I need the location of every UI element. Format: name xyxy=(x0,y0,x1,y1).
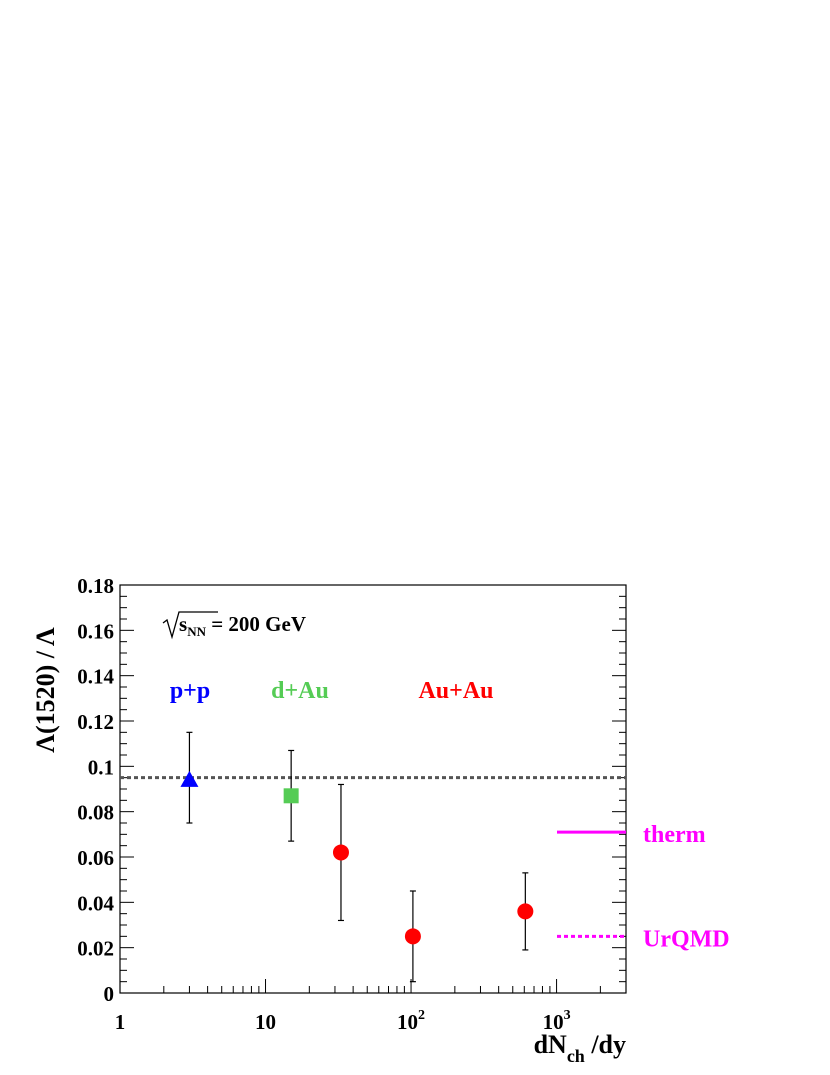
series-label: Au+Au xyxy=(418,678,493,704)
y-tick-label: 0.16 xyxy=(77,619,114,643)
series-label: p+p xyxy=(170,678,210,704)
data-point-Au+Au xyxy=(517,903,534,920)
series-label: d+Au xyxy=(271,678,329,704)
y-tick-label: 0.04 xyxy=(77,891,114,915)
plot-axes xyxy=(119,584,627,994)
model-label-therm: therm xyxy=(643,822,706,848)
x-tick-label: 10 xyxy=(255,1010,276,1034)
data-point-p+p xyxy=(180,770,199,787)
y-tick-label: 0.12 xyxy=(77,710,114,734)
y-axis-label: Λ(1520) / Λ xyxy=(31,627,60,753)
x-axis-label: dNch /dy xyxy=(534,1030,626,1066)
data-point-d+Au xyxy=(283,788,299,804)
x-tick-label: 103 xyxy=(543,1008,571,1034)
y-tick-label: 0 xyxy=(104,982,115,1006)
y-tick-label: 0.06 xyxy=(77,846,114,870)
y-tick-label: 0.14 xyxy=(77,665,114,689)
plot-marks xyxy=(120,731,626,983)
x-tick-label: 102 xyxy=(397,1008,425,1034)
y-tick-label: 0.02 xyxy=(77,937,114,961)
plot-frame xyxy=(119,584,627,994)
model-label-urqmd: UrQMD xyxy=(643,926,730,952)
energy-text: sNN = 200 GeV xyxy=(179,612,306,639)
y-tick-label: 0.18 xyxy=(77,574,114,598)
sqrt-sign xyxy=(162,611,218,640)
y-tick-label: 0.08 xyxy=(77,801,114,825)
data-point-Au+Au xyxy=(404,928,421,945)
energy-annotation: sNN = 200 GeV xyxy=(162,611,306,640)
y-tick-label: 0.1 xyxy=(88,755,114,779)
plot-labels: 0 0.02 0.04 0.06 0.08 0.1 0.12 0.14 0.16 0.18 1 10 1… xyxy=(31,574,730,1066)
x-tick-label: 1 xyxy=(115,1010,126,1034)
data-point-Au+Au xyxy=(332,844,349,861)
